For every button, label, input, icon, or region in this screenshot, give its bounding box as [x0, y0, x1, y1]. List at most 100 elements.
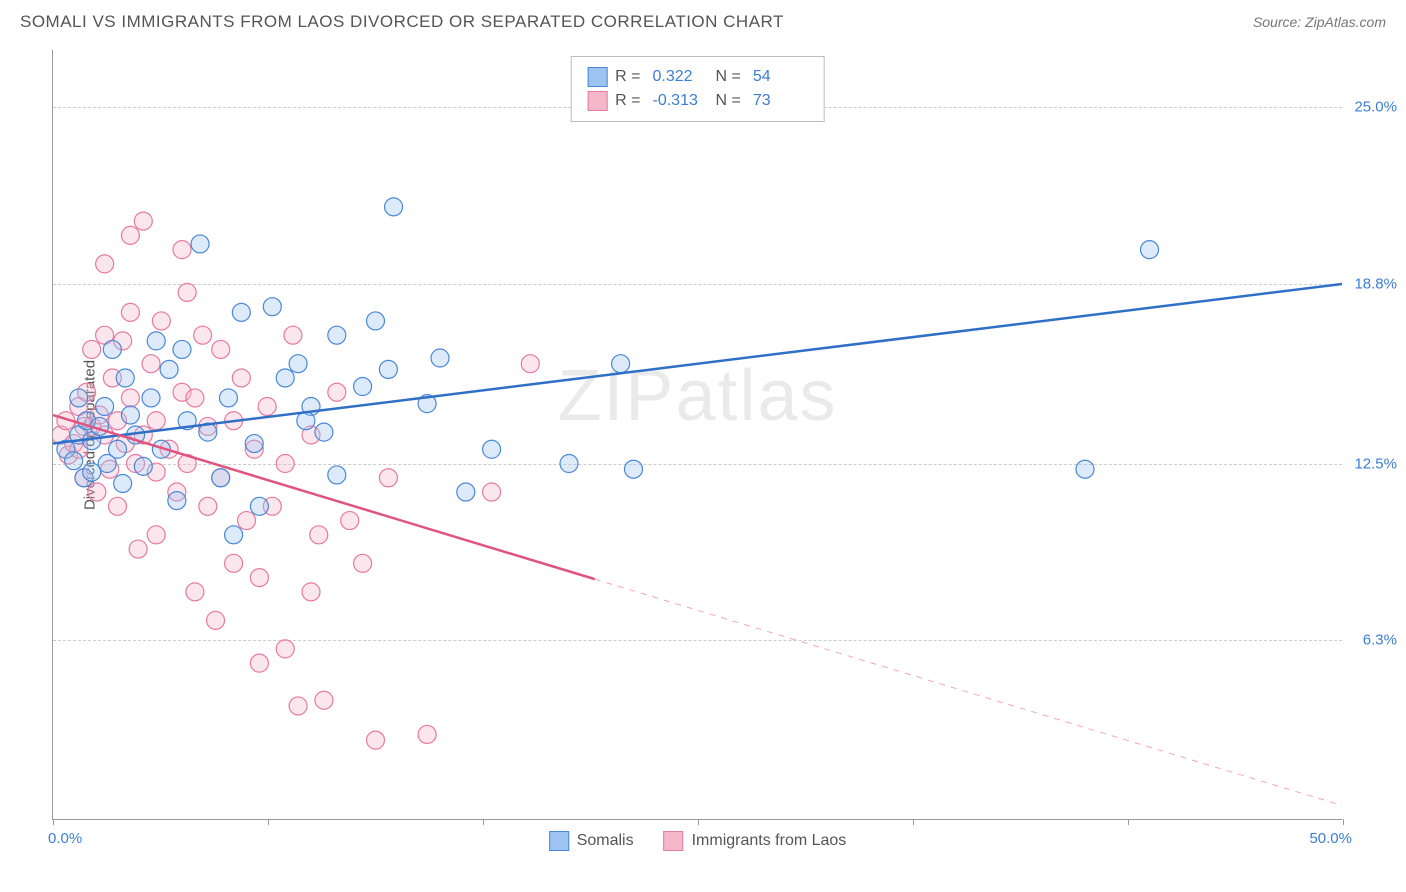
data-point [232, 303, 250, 321]
swatch-laos [587, 91, 607, 111]
data-point [297, 412, 315, 430]
data-point [328, 383, 346, 401]
legend-item-somalis: Somalis [549, 831, 634, 851]
data-point [103, 340, 121, 358]
data-point [483, 440, 501, 458]
legend-swatch-laos [664, 831, 684, 851]
data-point [328, 326, 346, 344]
data-point [310, 526, 328, 544]
r-label: R = [615, 92, 640, 110]
legend-item-laos: Immigrants from Laos [664, 831, 847, 851]
x-axis-end-label: 50.0% [1309, 830, 1352, 847]
data-point [276, 455, 294, 473]
data-point [225, 526, 243, 544]
data-point [70, 389, 88, 407]
data-point [341, 512, 359, 530]
r-label: R = [615, 68, 640, 86]
source-attribution: Source: ZipAtlas.com [1253, 14, 1386, 30]
data-point [457, 483, 475, 501]
data-point [418, 725, 436, 743]
data-point [1076, 460, 1094, 478]
x-tick [698, 819, 699, 825]
data-point [129, 540, 147, 558]
x-axis-origin-label: 0.0% [48, 830, 82, 847]
data-point [207, 611, 225, 629]
data-point [186, 583, 204, 601]
x-tick [1128, 819, 1129, 825]
data-point [212, 340, 230, 358]
r-value-laos: -0.313 [653, 92, 708, 110]
x-tick [913, 819, 914, 825]
chart-plot-area: Divorced or Separated R = 0.322 N = 54 R… [52, 50, 1342, 820]
data-point [328, 466, 346, 484]
x-tick [268, 819, 269, 825]
n-value-laos: 73 [753, 92, 808, 110]
legend-label-laos: Immigrants from Laos [692, 832, 847, 850]
data-point [284, 326, 302, 344]
chart-title: SOMALI VS IMMIGRANTS FROM LAOS DIVORCED … [20, 12, 784, 32]
correlation-row-laos: R = -0.313 N = 73 [587, 89, 808, 113]
data-point [625, 460, 643, 478]
n-label: N = [716, 68, 741, 86]
data-point [142, 355, 160, 373]
data-point [276, 640, 294, 658]
data-point [173, 340, 191, 358]
y-tick-label: 18.8% [1354, 275, 1397, 292]
data-point [147, 412, 165, 430]
data-point [379, 360, 397, 378]
data-point [114, 474, 132, 492]
data-point [83, 340, 101, 358]
data-point [354, 378, 372, 396]
data-point [178, 283, 196, 301]
data-point [121, 303, 139, 321]
data-point [168, 492, 186, 510]
correlation-row-somalis: R = 0.322 N = 54 [587, 65, 808, 89]
data-point [109, 497, 127, 515]
regression-line-extrapolated [595, 579, 1342, 806]
data-point [83, 463, 101, 481]
y-tick-label: 25.0% [1354, 99, 1397, 116]
data-point [116, 369, 134, 387]
data-point [1141, 241, 1159, 259]
data-point [232, 369, 250, 387]
bottom-legend: Somalis Immigrants from Laos [549, 831, 847, 851]
data-point [385, 198, 403, 216]
data-point [367, 731, 385, 749]
data-point [289, 355, 307, 373]
x-tick [1343, 819, 1344, 825]
data-point [109, 440, 127, 458]
y-tick-label: 6.3% [1363, 632, 1397, 649]
data-point [276, 369, 294, 387]
data-point [160, 360, 178, 378]
data-point [121, 389, 139, 407]
data-point [289, 697, 307, 715]
data-point [96, 255, 114, 273]
data-point [379, 469, 397, 487]
data-point [521, 355, 539, 373]
r-value-somalis: 0.322 [653, 68, 708, 86]
x-tick [53, 819, 54, 825]
data-point [258, 397, 276, 415]
data-point [315, 423, 333, 441]
y-tick-label: 12.5% [1354, 455, 1397, 472]
data-point [88, 483, 106, 501]
data-point [250, 569, 268, 587]
data-point [367, 312, 385, 330]
swatch-somalis [587, 67, 607, 87]
data-point [142, 389, 160, 407]
data-point [263, 298, 281, 316]
data-point [173, 241, 191, 259]
legend-label-somalis: Somalis [577, 832, 634, 850]
data-point [134, 212, 152, 230]
data-point [315, 691, 333, 709]
data-point [431, 349, 449, 367]
data-point [121, 406, 139, 424]
correlation-legend-box: R = 0.322 N = 54 R = -0.313 N = 73 [570, 56, 825, 122]
data-point [191, 235, 209, 253]
data-point [238, 512, 256, 530]
data-point [225, 554, 243, 572]
n-value-somalis: 54 [753, 68, 808, 86]
data-point [194, 326, 212, 344]
data-point [483, 483, 501, 501]
data-point [250, 497, 268, 515]
